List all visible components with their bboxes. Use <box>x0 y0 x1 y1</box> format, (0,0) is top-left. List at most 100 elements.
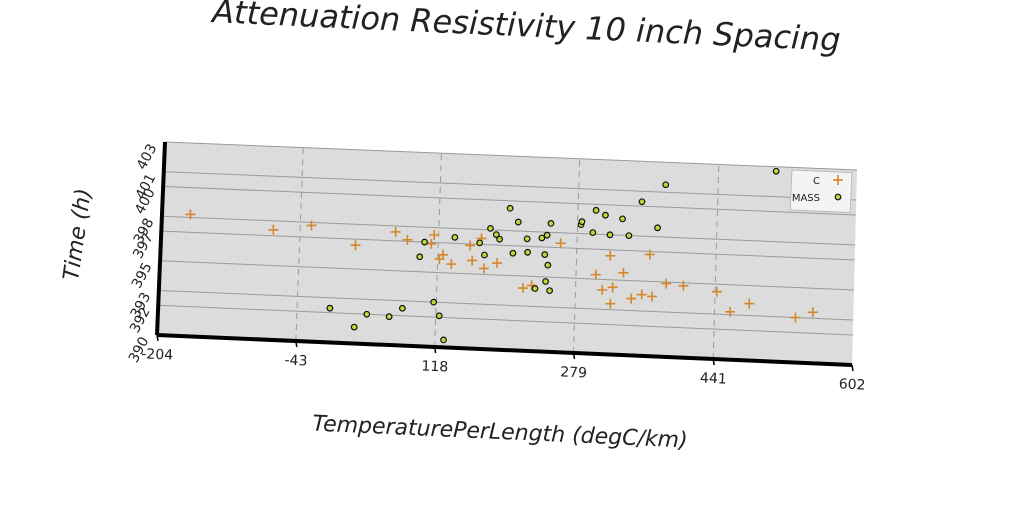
y-gridline <box>163 171 857 201</box>
data-point-c <box>618 267 629 278</box>
data-point-mass <box>363 310 371 318</box>
data-point-mass <box>541 251 549 258</box>
x-axis-line <box>156 333 853 367</box>
data-point-mass <box>589 229 597 237</box>
data-point-mass <box>514 218 522 226</box>
data-point-mass <box>481 251 488 259</box>
data-point-c <box>644 249 655 260</box>
data-point-c <box>647 291 658 302</box>
data-point-c <box>492 258 503 269</box>
grid-lines <box>158 141 858 360</box>
data-point-c <box>626 293 637 304</box>
x-tick-label: 279 <box>560 364 587 381</box>
y-gridline <box>158 304 853 336</box>
data-point-mass <box>421 238 428 246</box>
data-point-mass <box>538 234 546 242</box>
data-point-mass <box>476 239 484 247</box>
y-gridline <box>164 141 858 171</box>
data-point-c <box>605 250 616 261</box>
y-gridline <box>160 260 854 291</box>
y-gridline <box>163 186 856 216</box>
data-point-mass <box>547 220 555 227</box>
data-point-c <box>790 312 801 323</box>
y-axis-line <box>155 141 167 336</box>
data-point-c <box>744 298 755 309</box>
x-tick-label: -204 <box>141 346 174 363</box>
data-point-mass <box>531 285 539 292</box>
data-point-mass <box>440 336 447 344</box>
data-point-mass <box>578 218 586 226</box>
data-point-mass <box>385 313 393 321</box>
data-point-c <box>478 263 489 274</box>
data-point-mass <box>451 233 459 241</box>
y-gridline <box>161 230 855 261</box>
legend-box <box>789 169 853 214</box>
data-point-c <box>517 283 528 294</box>
data-point-c <box>306 220 317 231</box>
data-point-c <box>429 229 440 240</box>
data-point-mass <box>606 231 614 239</box>
data-point-mass <box>506 204 514 212</box>
data-point-mass <box>523 235 531 243</box>
data-point-mass <box>546 287 554 295</box>
y-tick-label: 395 <box>129 260 156 291</box>
data-point-c <box>605 298 616 309</box>
data-point-mass <box>638 198 646 206</box>
data-point-mass <box>326 304 334 312</box>
data-point-c <box>467 255 478 266</box>
data-point-mass <box>496 235 503 243</box>
data-point-c <box>390 226 401 237</box>
data-point-c <box>807 307 818 318</box>
data-point-mass <box>492 231 500 238</box>
data-point-mass <box>416 253 424 261</box>
data-point-c <box>446 259 457 270</box>
y-gridline <box>161 215 856 246</box>
x-tick-label: -43 <box>284 353 308 370</box>
data-point-c <box>402 234 413 245</box>
data-point-c <box>465 240 476 251</box>
data-point-c <box>350 240 361 251</box>
data-point-c <box>607 282 618 293</box>
data-point-mass <box>487 224 494 232</box>
x-tick-label: 118 <box>421 358 448 375</box>
data-point-c <box>661 278 672 289</box>
data-point-c <box>678 280 689 291</box>
legend-marker-c <box>833 175 843 185</box>
axes <box>155 141 854 372</box>
data-point-c <box>426 238 437 249</box>
data-point-mass <box>542 278 549 285</box>
data-point-mass <box>662 181 670 189</box>
legend-label: C <box>813 176 820 187</box>
data-point-mass <box>625 232 633 240</box>
legend-marker-mass <box>834 193 842 201</box>
data-point-c <box>711 286 722 297</box>
legend: C MASS <box>789 169 853 214</box>
data-point-c <box>725 306 736 317</box>
y-gridline <box>158 289 854 321</box>
legend-label: MASS <box>792 193 820 204</box>
data-point-c <box>185 209 196 220</box>
data-point-mass <box>654 224 661 232</box>
data-point-c <box>555 238 566 249</box>
data-point-c <box>268 224 279 235</box>
data-point-mass <box>602 211 609 219</box>
x-tick-label: 441 <box>700 370 727 387</box>
data-point-mass <box>544 261 552 269</box>
data-point-c <box>438 249 449 260</box>
data-point-mass <box>592 206 600 214</box>
data-point-mass <box>398 304 406 312</box>
data-point-mass <box>509 249 517 257</box>
data-point-mass <box>772 167 780 175</box>
data-point-mass <box>430 298 438 306</box>
data-point-c <box>597 284 608 295</box>
data-points <box>185 167 818 344</box>
x-tick-mark <box>851 364 854 372</box>
data-point-mass <box>543 231 551 239</box>
y-tick-label: 403 <box>134 141 161 172</box>
data-point-mass <box>350 323 358 331</box>
x-tick-label: 602 <box>838 376 865 393</box>
data-point-mass <box>524 248 531 256</box>
data-point-c <box>636 289 647 300</box>
data-point-mass <box>435 312 443 320</box>
